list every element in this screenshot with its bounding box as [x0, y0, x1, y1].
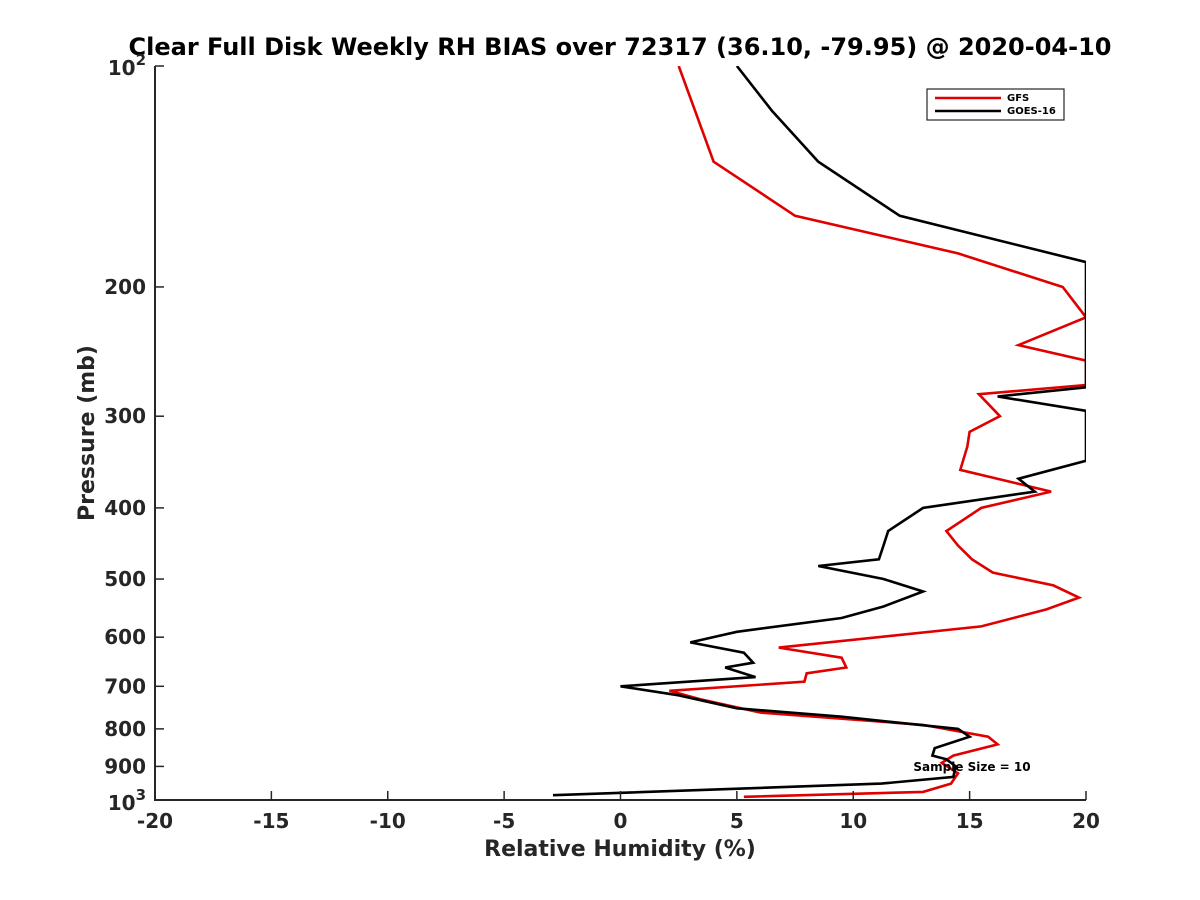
- legend-label-goes16: GOES-16: [1007, 106, 1056, 117]
- x-tick-label: -5: [493, 809, 515, 833]
- chart-title: Clear Full Disk Weekly RH BIAS over 7231…: [129, 33, 1112, 61]
- x-tick-label: 20: [1072, 809, 1100, 833]
- x-tick-label: 15: [956, 809, 984, 833]
- legend-box: [926, 88, 1065, 121]
- y-tick-label: 900: [104, 754, 146, 778]
- x-tick-label: 0: [614, 809, 628, 833]
- y-tick-label: 600: [104, 625, 146, 649]
- y-tick-label-top: 102: [108, 51, 146, 80]
- legend: GFS GOES-16: [926, 88, 1065, 121]
- series-layer: [552, 66, 1086, 799]
- y-tick-label: 300: [104, 404, 146, 428]
- x-axis-label: Relative Humidity (%): [484, 837, 756, 862]
- y-tick-label: 500: [104, 567, 146, 591]
- legend-label-gfs: GFS: [1007, 93, 1029, 104]
- x-tick-label: -10: [370, 809, 406, 833]
- y-ticks: 200 300 400 500 600 700 800 900: [104, 65, 164, 801]
- y-tick-label: 800: [104, 717, 146, 741]
- x-tick-label: 5: [730, 809, 744, 833]
- x-tick-label: -20: [137, 809, 173, 833]
- x-ticks: -20 -15 -10 -5 0 5 10 15 20: [137, 791, 1100, 833]
- x-tick-label: 10: [839, 809, 867, 833]
- y-tick-label-bottom: 103: [108, 786, 146, 815]
- y-tick-label: 700: [104, 674, 146, 698]
- y-axis-label: Pressure (mb): [75, 345, 100, 521]
- sample-size-annotation: Sample Size = 10: [913, 760, 1030, 774]
- x-tick-label: -15: [253, 809, 289, 833]
- y-tick-label: 400: [104, 496, 146, 520]
- series-line-gfs: [669, 66, 1086, 799]
- y-tick-label: 200: [104, 275, 146, 299]
- series-line-goes16: [552, 66, 1086, 797]
